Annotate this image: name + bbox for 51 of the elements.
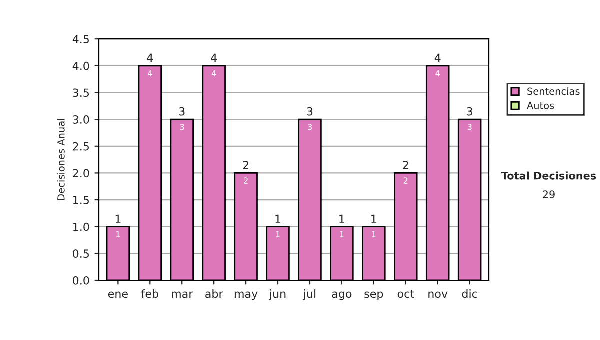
y-tick-label: 3.5 bbox=[73, 88, 89, 98]
total-label: 3 bbox=[179, 107, 185, 116]
data-label: 1 bbox=[372, 231, 376, 238]
total-label: 2 bbox=[403, 161, 408, 170]
x-tick-label: abr bbox=[206, 290, 224, 298]
x-tick-label: jul bbox=[303, 290, 316, 300]
legend-label: Sentencias bbox=[528, 88, 580, 96]
x-tick-label: feb bbox=[142, 290, 158, 298]
y-tick-label: 1.5 bbox=[74, 196, 89, 204]
x-tick-label: ene bbox=[108, 292, 128, 298]
data-label: 1 bbox=[276, 231, 280, 238]
data-label: 3 bbox=[308, 124, 312, 130]
total-label: 4 bbox=[211, 54, 217, 62]
data-label: 1 bbox=[116, 231, 120, 238]
data-label: 4 bbox=[212, 70, 216, 77]
total-label: 1 bbox=[276, 214, 281, 223]
text: Total Decisiones bbox=[501, 172, 596, 180]
x-tick-label: may bbox=[234, 292, 258, 300]
x-tick-label: dic bbox=[462, 290, 478, 298]
y-axis-title: Decisiones Anual bbox=[57, 119, 65, 200]
x-tick-label: oct bbox=[398, 290, 414, 298]
total-label: 3 bbox=[307, 107, 313, 116]
data-label: 4 bbox=[436, 70, 440, 77]
y-tick-label: 0.0 bbox=[73, 276, 90, 285]
y-tick-label: 4.0 bbox=[72, 62, 90, 70]
y-tick-label: 1.0 bbox=[74, 222, 90, 232]
x-tick-label: nov bbox=[428, 292, 448, 298]
x-tick-label: ago bbox=[332, 292, 352, 300]
data-label: 3 bbox=[468, 124, 472, 130]
y-tick-label: 2.5 bbox=[73, 142, 89, 151]
x-tick-label: mar bbox=[172, 292, 194, 298]
data-label: 4 bbox=[148, 70, 152, 77]
total-label: 4 bbox=[147, 54, 154, 62]
total-label: 3 bbox=[467, 107, 472, 116]
data-label: 1 bbox=[340, 231, 344, 238]
total-label: 1 bbox=[116, 214, 121, 223]
x-tick-label: sep bbox=[364, 292, 384, 300]
total-label: 4 bbox=[434, 54, 441, 62]
total-label: 2 bbox=[243, 161, 248, 170]
y-tick-label: 0.5 bbox=[73, 250, 89, 258]
y-tick-label: 2.0 bbox=[73, 169, 90, 178]
y-tick-label: 3.0 bbox=[73, 116, 90, 124]
legend-label: Autos bbox=[527, 102, 554, 110]
total-label: 1 bbox=[372, 214, 376, 223]
data-label: 2 bbox=[404, 178, 408, 184]
data-label: 3 bbox=[180, 124, 184, 130]
y-tick-label: 4.5 bbox=[72, 35, 89, 44]
total-label: 1 bbox=[340, 214, 344, 223]
x-tick-label: jun bbox=[269, 290, 286, 300]
data-label: 2 bbox=[244, 178, 248, 184]
text: 29 bbox=[543, 190, 555, 199]
